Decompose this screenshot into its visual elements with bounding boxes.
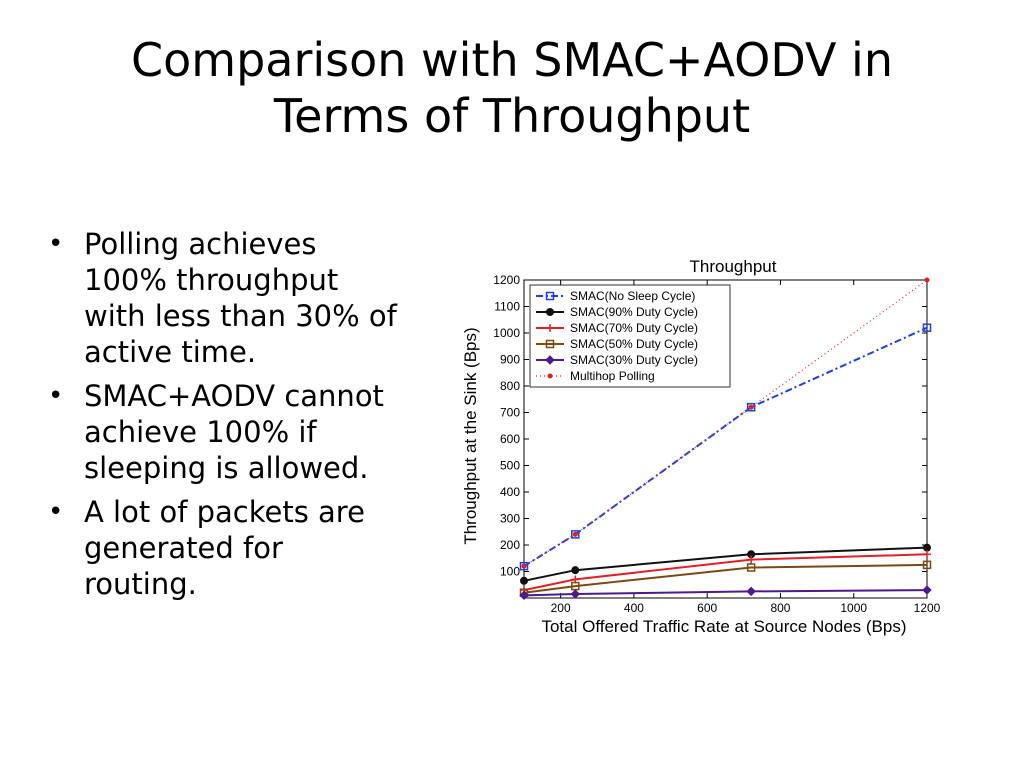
bullet-item: • SMAC+AODV cannot achieve 100% if sleepi…	[44, 378, 404, 486]
y-tick-label: 300	[500, 512, 520, 526]
chart-lines	[519, 277, 932, 601]
bullet-text: A lot of packets are generated for routi…	[84, 495, 365, 601]
y-tick-label: 1200	[493, 273, 520, 287]
y-tick-label: 1000	[493, 326, 520, 340]
data-point	[746, 402, 756, 412]
series-line-group	[521, 277, 930, 569]
x-tick-label: 600	[697, 601, 717, 615]
y-tick-label: 800	[500, 379, 520, 393]
data-point	[545, 291, 555, 301]
series-line-group	[520, 543, 931, 585]
data-point	[922, 323, 932, 332]
data-point	[923, 543, 931, 552]
y-tick-label: 900	[500, 353, 520, 367]
x-tick-label: 400	[624, 601, 644, 615]
throughput-chart: Throughput Throughput at the Sink (Bps) …	[452, 250, 972, 645]
series-line	[523, 589, 928, 597]
bullet-dot-icon: •	[48, 229, 64, 259]
legend-entry: SMAC(70% Duty Cycle)	[536, 321, 698, 335]
data-point	[572, 531, 578, 537]
data-point	[922, 560, 932, 570]
slide-title: Comparison with SMAC+AODV in Terms of Th…	[0, 32, 1024, 144]
data-point	[748, 404, 754, 410]
data-point	[571, 566, 580, 575]
series-line-group	[519, 585, 932, 601]
data-point	[545, 355, 555, 365]
x-tick-label: 1200	[914, 601, 941, 615]
y-tick-label: 1100	[494, 300, 520, 314]
data-point	[571, 530, 580, 539]
bullet-list: • Polling achieves 100% throughput with l…	[44, 226, 404, 610]
legend-entry: SMAC(90% Duty Cycle)	[536, 305, 698, 319]
y-tick-label: 700	[500, 406, 520, 420]
y-tick-label: 400	[500, 485, 520, 499]
chart-x-axis-label: Total Offered Traffic Rate at Source Nod…	[541, 617, 906, 636]
legend-entry: Multihop Polling	[536, 369, 655, 383]
data-point	[546, 324, 554, 332]
data-point	[520, 576, 528, 585]
legend-label: SMAC(70% Duty Cycle)	[570, 321, 698, 335]
series-line	[523, 546, 928, 582]
x-tick-label: 800	[770, 601, 790, 615]
data-point	[923, 550, 931, 559]
chart-ticks: 200 400 600 800 1000 1200 100 200 300 400 500 600 70…	[493, 273, 940, 615]
y-tick-label: 200	[500, 538, 520, 552]
data-point	[545, 339, 555, 349]
y-tick-label: 600	[500, 432, 520, 446]
series-line	[523, 563, 928, 594]
data-point	[746, 586, 756, 597]
legend-label: SMAC(50% Duty Cycle)	[570, 337, 698, 351]
chart-legend: SMAC(No Sleep Cycle) SMAC(90% Duty Cycle)…	[529, 284, 731, 388]
data-point	[546, 308, 554, 316]
series-line	[523, 279, 928, 567]
bullet-item: • A lot of packets are generated for rout…	[44, 494, 404, 602]
legend-label: SMAC(90% Duty Cycle)	[570, 305, 698, 319]
chart-title: Throughput	[690, 257, 777, 276]
data-point	[922, 585, 932, 595]
chart-y-axis-label: Throughput at the Sink (Bps)	[461, 327, 480, 544]
data-point	[570, 589, 580, 599]
data-point	[521, 563, 527, 569]
data-point	[547, 373, 553, 379]
legend-box	[529, 284, 731, 388]
data-point	[746, 563, 756, 572]
y-tick-label: 100	[500, 565, 520, 579]
legend-entry: SMAC(30% Duty Cycle)	[536, 353, 698, 367]
bullet-dot-icon: •	[48, 497, 64, 527]
series-line	[523, 553, 928, 592]
series-line-group	[520, 550, 931, 595]
data-point	[747, 555, 756, 564]
legend-label: SMAC(No Sleep Cycle)	[570, 289, 695, 303]
bullet-text: SMAC+AODV cannot achieve 100% if sleepin…	[84, 379, 384, 485]
x-tick-label: 200	[551, 601, 571, 615]
x-tick-label: 1000	[840, 601, 867, 615]
legend-label: Multihop Polling	[570, 369, 655, 383]
legend-entry: SMAC(50% Duty Cycle)	[536, 337, 698, 351]
bullet-text: Polling achieves 100% throughput with le…	[84, 227, 397, 369]
throughput-chart-svg: Throughput Throughput at the Sink (Bps) …	[461, 257, 941, 636]
legend-label: SMAC(30% Duty Cycle)	[570, 353, 698, 367]
data-point	[519, 590, 529, 601]
slide-title-line-2: Terms of Throughput	[273, 89, 751, 143]
y-tick-label: 500	[500, 459, 520, 473]
bullet-item: • Polling achieves 100% throughput with l…	[44, 226, 404, 370]
data-point	[924, 277, 930, 283]
legend-entry: SMAC(No Sleep Cycle)	[536, 289, 695, 303]
data-point	[519, 561, 529, 571]
bullet-dot-icon: •	[48, 381, 64, 411]
slide-title-line-1: Comparison with SMAC+AODV in	[131, 33, 893, 87]
